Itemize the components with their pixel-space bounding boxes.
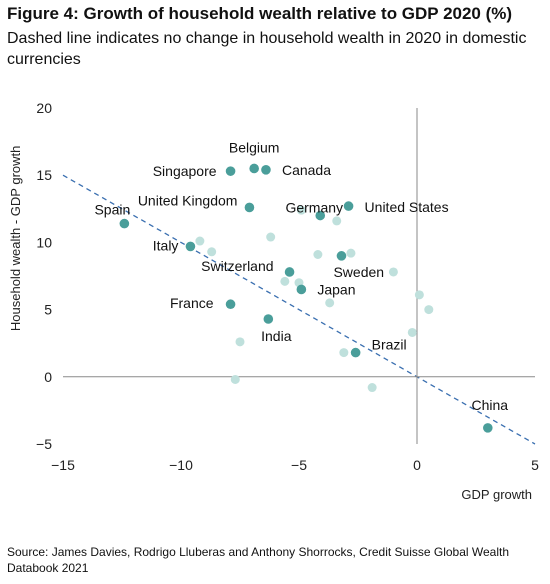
data-point-united-states <box>343 201 354 211</box>
no-change-reference-line <box>62 174 536 445</box>
x-tick-label: −15 <box>51 457 75 473</box>
data-point-unlabeled <box>346 248 356 258</box>
data-point-belgium <box>249 163 259 174</box>
data-point-unlabeled <box>195 236 205 246</box>
data-point-china <box>483 423 493 433</box>
tick-labels: −15 −10 −5 0 5 −5 0 5 10 15 20 <box>36 100 539 473</box>
x-tick-label: −10 <box>169 457 193 473</box>
x-tick-label: 0 <box>413 457 421 473</box>
data-point-singapore <box>225 166 236 176</box>
reference-line-layer <box>62 174 536 445</box>
data-point-india <box>263 314 274 324</box>
point-label: Switzerland <box>201 258 273 274</box>
data-point-unlabeled <box>266 232 276 242</box>
data-point-unlabeled <box>235 337 245 347</box>
data-point-spain <box>119 218 130 229</box>
data-point-unlabeled <box>424 305 434 315</box>
data-point-unlabeled <box>367 383 377 393</box>
data-point-unlabeled <box>388 267 398 277</box>
y-axis-label: Household wealth - GDP growth <box>8 146 23 331</box>
point-label: China <box>472 397 509 413</box>
data-point-germany <box>315 210 326 221</box>
data-point-unlabeled <box>332 216 342 226</box>
point-label: Sweden <box>333 264 384 280</box>
y-tick-label: 5 <box>44 302 52 318</box>
data-point-unlabeled <box>296 205 306 215</box>
point-label: Spain <box>94 202 130 218</box>
point-label: Belgium <box>229 139 280 155</box>
point-label: Canada <box>282 162 331 178</box>
source-note: Source: James Davies, Rodrigo Lluberas a… <box>7 545 510 575</box>
data-point-unlabeled <box>339 348 349 358</box>
point-label: Brazil <box>372 337 407 353</box>
data-point-france <box>225 299 236 310</box>
data-point-italy <box>185 241 196 252</box>
point-label: Germany <box>285 200 343 216</box>
point-label: France <box>170 295 214 311</box>
data-points <box>119 163 493 433</box>
point-label: India <box>261 328 292 344</box>
x-tick-label: 5 <box>531 457 539 473</box>
y-tick-label: 0 <box>44 369 52 385</box>
data-point-united-kingdom <box>244 202 255 213</box>
data-point-unlabeled <box>280 276 290 286</box>
data-point-unlabeled <box>230 374 240 384</box>
data-point-unlabeled <box>325 298 335 308</box>
data-point-switzerland <box>284 267 295 277</box>
point-label: Singapore <box>153 163 217 179</box>
x-tick-label: −5 <box>291 457 307 473</box>
point-label: United States <box>365 199 449 215</box>
chart-subtitle: Dashed line indicates no change in house… <box>7 30 527 68</box>
y-tick-label: 10 <box>36 234 52 250</box>
data-point-unlabeled <box>407 327 417 337</box>
data-point-brazil <box>350 347 361 358</box>
axes <box>63 108 535 444</box>
data-point-canada <box>261 165 271 175</box>
y-tick-label: −5 <box>36 436 52 452</box>
data-point-unlabeled <box>207 247 217 257</box>
data-point-japan <box>296 284 307 295</box>
y-tick-label: 20 <box>36 100 52 116</box>
point-label: United Kingdom <box>138 192 238 208</box>
y-tick-label: 15 <box>36 167 52 183</box>
x-axis-label: GDP growth <box>461 487 532 502</box>
point-label: Italy <box>153 237 179 253</box>
data-point-unlabeled <box>414 290 424 300</box>
point-label: Japan <box>317 281 355 297</box>
chart-title: Figure 4: Growth of household wealth rel… <box>7 4 513 23</box>
data-point-sweden <box>336 251 347 261</box>
data-point-unlabeled <box>313 249 323 259</box>
